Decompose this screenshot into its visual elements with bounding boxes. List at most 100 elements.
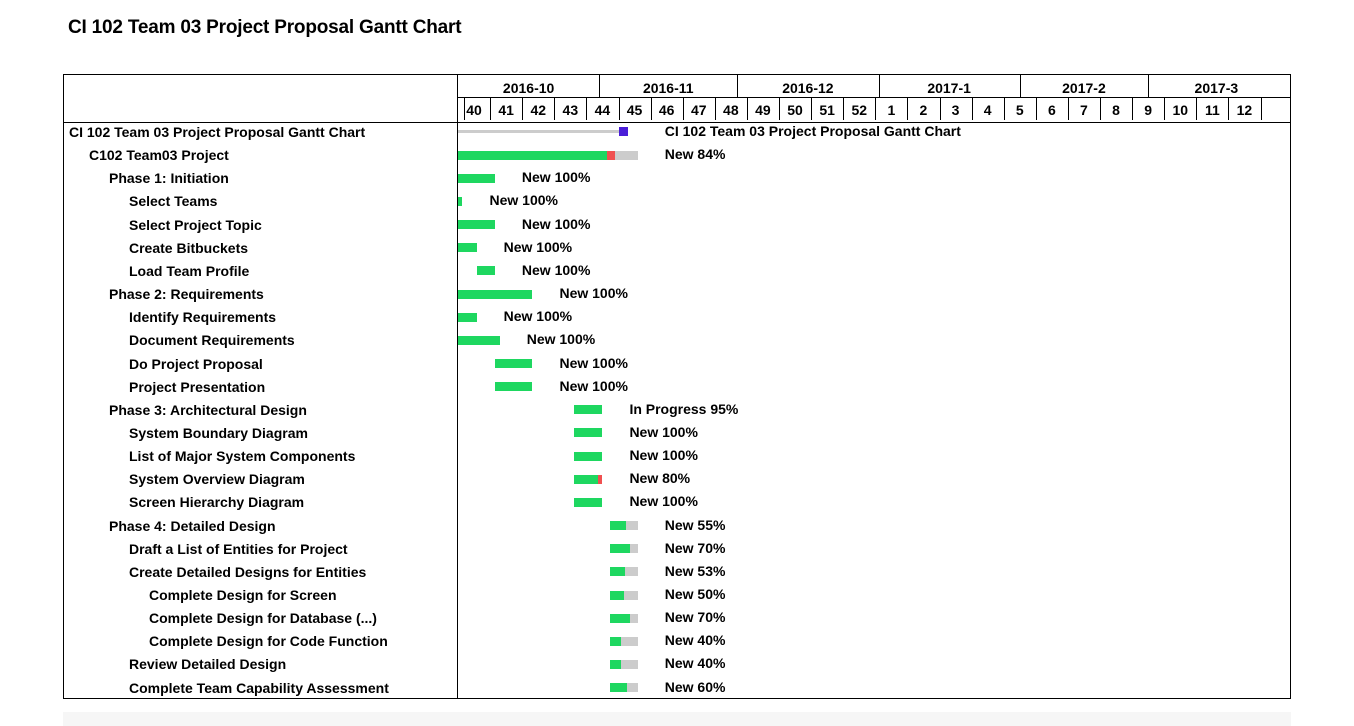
task-bar-complete — [573, 451, 603, 461]
task-bar-complete — [458, 196, 463, 206]
week-label: 42 — [530, 102, 547, 118]
task-status-label: New 60% — [664, 678, 726, 695]
month-label: 2016-12 — [782, 80, 834, 96]
week-label: 41 — [498, 102, 514, 118]
week-label: 46 — [658, 102, 675, 118]
month-label: 2016-10 — [502, 80, 555, 96]
task-bar-complete — [494, 382, 533, 392]
task-status-label: In Progress 95% — [629, 400, 739, 417]
header-bottom-border — [64, 122, 1290, 123]
week-separator — [619, 98, 620, 120]
task-bar-complete — [458, 243, 477, 253]
task-status-label: New 100% — [559, 285, 628, 302]
task-status-label: New 100% — [526, 331, 596, 348]
task-name: Select Teams — [129, 193, 218, 210]
gantt-chart: 2016-10 2016-11 2016-12 2017-1 2017-2 2017-3 4… — [63, 74, 1291, 699]
task-bar-complete — [573, 497, 603, 507]
week-separator — [843, 98, 844, 120]
task-name: C102 Team03 Project — [89, 147, 229, 164]
task-name: Phase 2: Requirements — [109, 286, 264, 303]
task-name: Draft a List of Entities for Project — [129, 540, 348, 557]
task-status-label: New 100% — [629, 423, 698, 440]
week-separator — [907, 98, 908, 120]
week-separator — [1100, 98, 1101, 120]
week-label: 10 — [1172, 102, 1189, 118]
milestone-marker — [619, 127, 629, 136]
month-separator — [599, 75, 600, 97]
task-status-label: New 40% — [664, 632, 726, 649]
task-bar-complete — [458, 289, 533, 299]
week-label: 43 — [562, 102, 579, 118]
task-name: Do Project Proposal — [129, 355, 263, 372]
task-status-label: New 53% — [664, 562, 726, 579]
week-separator — [1036, 98, 1037, 120]
page-title: CI 102 Team 03 Project Proposal Gantt Ch… — [68, 17, 462, 38]
task-name: Screen Hierarchy Diagram — [129, 494, 305, 511]
task-status-label: New 55% — [664, 516, 726, 533]
week-separator — [464, 98, 465, 120]
task-name: Review Detailed Design — [129, 656, 287, 673]
week-separator — [554, 98, 555, 120]
task-status-label: New 100% — [489, 192, 558, 209]
week-separator — [811, 98, 812, 120]
week-separator — [972, 98, 973, 120]
week-separator — [1068, 98, 1069, 120]
task-bar-complete — [610, 590, 625, 600]
task-bar-complete — [610, 636, 622, 646]
week-label: 52 — [851, 102, 868, 118]
week-separator — [940, 98, 941, 120]
task-status-label: CI 102 Team 03 Project Proposal Gantt Ch… — [664, 123, 961, 139]
week-label: 7 — [1080, 102, 1088, 118]
task-status-label: New 100% — [521, 215, 591, 232]
task-bar-complete — [610, 659, 622, 669]
week-label: 8 — [1112, 102, 1120, 118]
week-separator — [779, 98, 780, 120]
week-label: 49 — [755, 102, 771, 118]
task-status-label: New 100% — [521, 169, 591, 186]
task-name: System Boundary Diagram — [129, 424, 308, 441]
week-separator — [586, 98, 587, 120]
task-name: Phase 4: Detailed Design — [109, 517, 276, 534]
header-month-week-divider — [458, 97, 1290, 98]
week-label: 50 — [787, 102, 803, 118]
month-label: 2017-1 — [927, 80, 971, 96]
month-label: 2016-11 — [642, 80, 694, 96]
task-name: System Overview Diagram — [129, 471, 305, 488]
task-bar-complete — [573, 474, 598, 484]
task-bar-complete — [476, 266, 495, 276]
week-label: 11 — [1204, 102, 1220, 118]
task-name: Document Requirements — [129, 332, 295, 349]
month-separator — [1020, 75, 1021, 97]
week-label: 9 — [1144, 102, 1153, 118]
month-label: 2017-2 — [1062, 80, 1106, 96]
task-name: Complete Design for Code Function — [149, 633, 388, 650]
summary-line — [458, 130, 624, 133]
task-name: Complete Team Capability Assessment — [129, 679, 389, 696]
task-bar-complete — [458, 220, 495, 230]
task-name: Identify Requirements — [129, 309, 277, 326]
task-bar-complete — [573, 405, 603, 415]
week-label: 3 — [951, 102, 960, 118]
week-separator — [1132, 98, 1133, 120]
task-bar-overdue — [597, 474, 603, 484]
task-bar-complete — [458, 173, 495, 183]
task-name: Create Bitbuckets — [129, 239, 249, 256]
week-separator — [1164, 98, 1165, 120]
task-name: Phase 3: Architectural Design — [109, 401, 307, 418]
task-bar-complete — [458, 150, 608, 160]
week-label: 2 — [919, 102, 928, 118]
task-bar-complete — [610, 544, 630, 554]
task-name: Select Project Topic — [129, 216, 262, 233]
week-separator — [1004, 98, 1005, 120]
task-status-label: New 100% — [629, 493, 698, 510]
week-label: 1 — [887, 102, 896, 118]
week-label: 6 — [1047, 102, 1056, 118]
week-separator — [1228, 98, 1229, 120]
month-separator — [879, 75, 880, 97]
task-status-label: New 70% — [664, 539, 726, 556]
task-status-label: New 100% — [503, 238, 573, 255]
task-status-label: New 70% — [664, 609, 726, 626]
task-status-label: New 100% — [629, 447, 698, 464]
week-label: 12 — [1236, 102, 1253, 118]
task-bar-complete — [458, 335, 500, 345]
